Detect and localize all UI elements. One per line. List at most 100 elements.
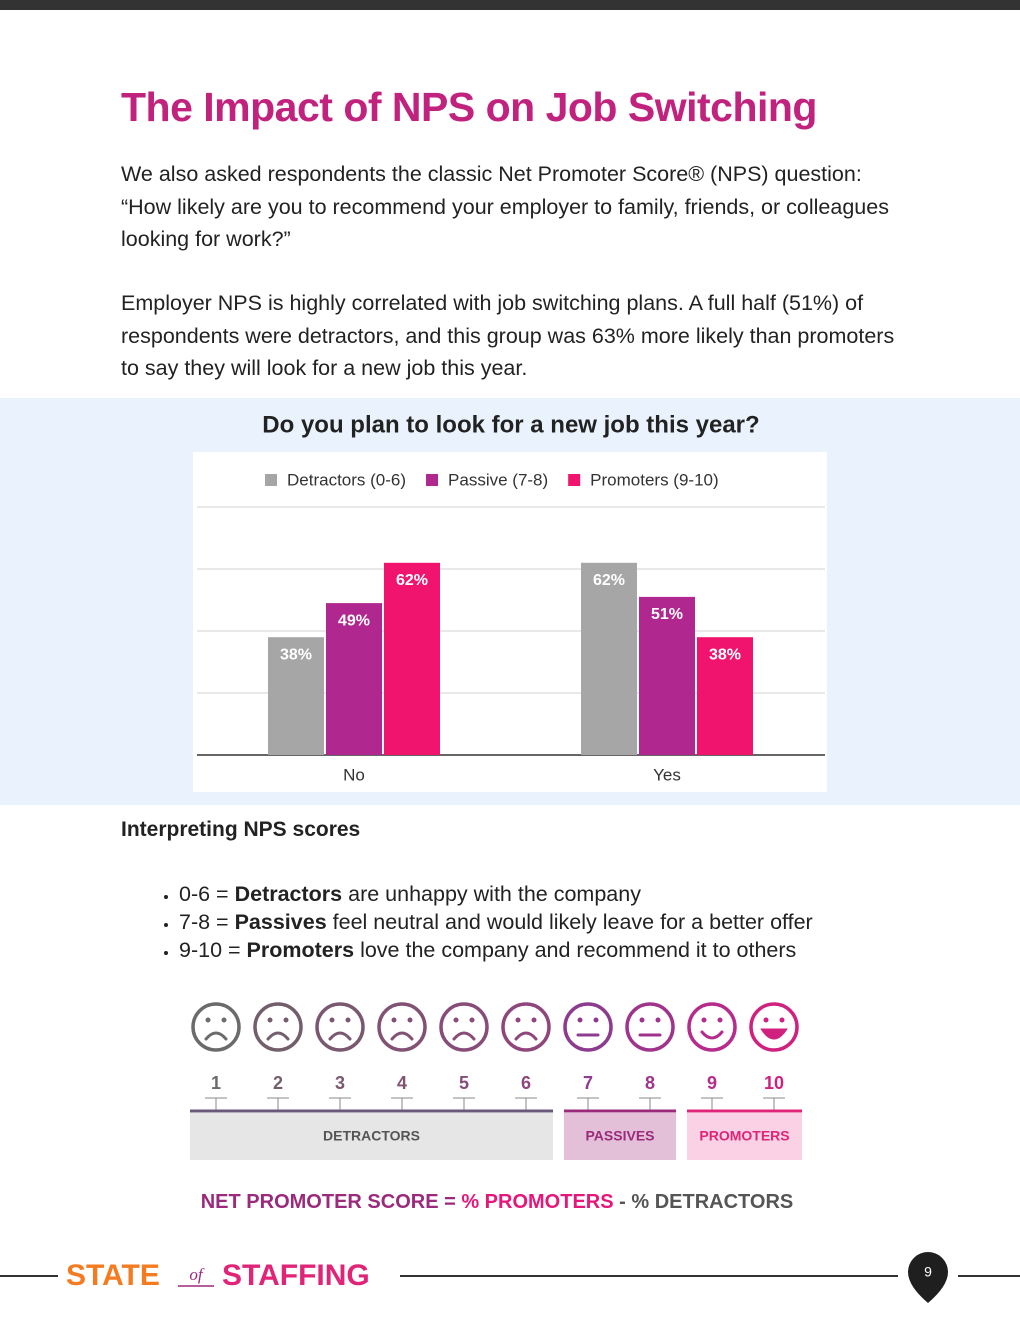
bullet-text: feel neutral and would likely leave for … xyxy=(332,910,813,934)
legend-swatch xyxy=(568,474,581,486)
chart-title: Do you plan to look for a new job this y… xyxy=(262,411,759,438)
page-number: 9 xyxy=(924,1264,932,1280)
logo-text: STATE xyxy=(66,1259,160,1292)
scale-number: 4 xyxy=(397,1073,407,1093)
formula-part: - xyxy=(619,1191,626,1213)
bar xyxy=(697,637,753,755)
bullet: 9-10 = Promoters love the company and re… xyxy=(179,936,979,964)
face-mouth xyxy=(204,1031,228,1041)
paragraph: Employer NPS is highly correlated with j… xyxy=(121,291,895,380)
face xyxy=(439,1002,489,1052)
face xyxy=(501,1002,551,1052)
group-label: PASSIVES xyxy=(586,1128,655,1144)
face-eye xyxy=(639,1017,645,1023)
group-box xyxy=(687,1113,802,1160)
face-mouth xyxy=(328,1031,352,1041)
face-eye xyxy=(577,1017,583,1023)
face-eye xyxy=(655,1017,661,1023)
data-label: 51% xyxy=(651,606,683,623)
data-label: 38% xyxy=(280,646,312,663)
group-box xyxy=(190,1113,553,1160)
bar xyxy=(639,596,695,755)
data-label: 49% xyxy=(338,612,370,629)
scale-number: 10 xyxy=(764,1073,784,1093)
group-label: PROMOTERS xyxy=(699,1128,789,1144)
face-eye xyxy=(205,1017,211,1023)
bar xyxy=(268,637,324,755)
nps-scale: 1 2 3 4 5 6 7 8 9 10 DETRACTORS PASSIVES PROMOTERS NE… xyxy=(190,1002,802,1213)
face-eye xyxy=(453,1017,459,1023)
bullet-text: are unhappy with the company xyxy=(348,882,641,906)
face-eye xyxy=(515,1017,521,1023)
bullet-term: Detractors xyxy=(234,882,343,906)
logo-text: STAFFING xyxy=(222,1259,370,1292)
face-eye xyxy=(531,1017,537,1023)
bullet-list: 0-6 = Detractors are unhappy with the co… xyxy=(121,880,979,964)
face-eye xyxy=(283,1017,289,1023)
legend-label: Passive (7-8) xyxy=(448,470,548,489)
legend-swatch xyxy=(426,474,439,486)
data-label: 62% xyxy=(396,572,428,589)
face-eye xyxy=(221,1017,227,1023)
face-eye xyxy=(779,1017,785,1023)
bar xyxy=(326,603,382,755)
face-eye xyxy=(329,1017,335,1023)
legend-swatch xyxy=(265,474,277,486)
formula-part: % PROMOTERS xyxy=(461,1191,613,1213)
face xyxy=(191,1002,241,1052)
face-eye xyxy=(407,1017,413,1023)
face xyxy=(253,1002,303,1052)
scale-number: 5 xyxy=(459,1073,469,1093)
bullet: 7-8 = Passives feel neutral and would li… xyxy=(179,908,979,936)
data-label: 62% xyxy=(593,572,625,589)
formula-part: NET PROMOTER SCORE = xyxy=(201,1191,456,1213)
legend-label: Detractors (0-6) xyxy=(287,470,406,489)
footer: STATE of STAFFING 9 xyxy=(0,1252,1020,1303)
scale-number: 9 xyxy=(707,1073,717,1093)
face-mouth xyxy=(700,1030,724,1040)
face xyxy=(315,1002,365,1052)
logo-text: of xyxy=(189,1265,205,1284)
group-box xyxy=(564,1113,676,1160)
face xyxy=(563,1002,613,1052)
scale-number: 3 xyxy=(335,1073,345,1093)
section-heading: Interpreting NPS scores xyxy=(121,818,361,841)
data-label: 38% xyxy=(709,646,741,663)
bullet-term: Passives xyxy=(234,910,327,934)
bar xyxy=(581,562,637,755)
bullet: 0-6 = Detractors are unhappy with the co… xyxy=(179,880,979,908)
face-eye xyxy=(267,1017,273,1023)
scale-number: 8 xyxy=(645,1073,655,1093)
face-mouth xyxy=(514,1031,538,1041)
face-mouth xyxy=(266,1031,290,1041)
page-marker xyxy=(908,1252,948,1303)
paragraph: We also asked respondents the classic Ne… xyxy=(121,162,889,251)
face-eye xyxy=(717,1017,723,1023)
face-eye xyxy=(593,1017,599,1023)
bullet-range: 9-10 = xyxy=(179,938,241,962)
x-tick-label: No xyxy=(343,765,365,784)
face xyxy=(625,1002,675,1052)
face xyxy=(749,1002,799,1052)
face-eye xyxy=(701,1017,707,1023)
group-label: DETRACTORS xyxy=(323,1128,420,1144)
formula: NET PROMOTER SCORE = % PROMOTERS - % DET… xyxy=(201,1191,794,1213)
scale-number: 6 xyxy=(521,1073,531,1093)
face-mouth xyxy=(390,1031,414,1041)
face-mouth xyxy=(760,1028,788,1040)
face xyxy=(377,1002,427,1052)
page-title: The Impact of NPS on Job Switching xyxy=(121,84,817,130)
legend-label: Promoters (9-10) xyxy=(590,470,718,489)
bullet-range: 0-6 = xyxy=(179,882,229,906)
chart: Do you plan to look for a new job this y… xyxy=(193,411,827,792)
face-eye xyxy=(469,1017,475,1023)
scale-number: 7 xyxy=(583,1073,593,1093)
scale-number: 2 xyxy=(273,1073,283,1093)
x-tick-label: Yes xyxy=(653,765,681,784)
top-bar xyxy=(0,0,1020,10)
bullet-text: love the company and recommend it to oth… xyxy=(360,938,797,962)
formula-part: % DETRACTORS xyxy=(631,1191,793,1213)
scale-number: 1 xyxy=(211,1073,221,1093)
face-eye xyxy=(763,1017,769,1023)
